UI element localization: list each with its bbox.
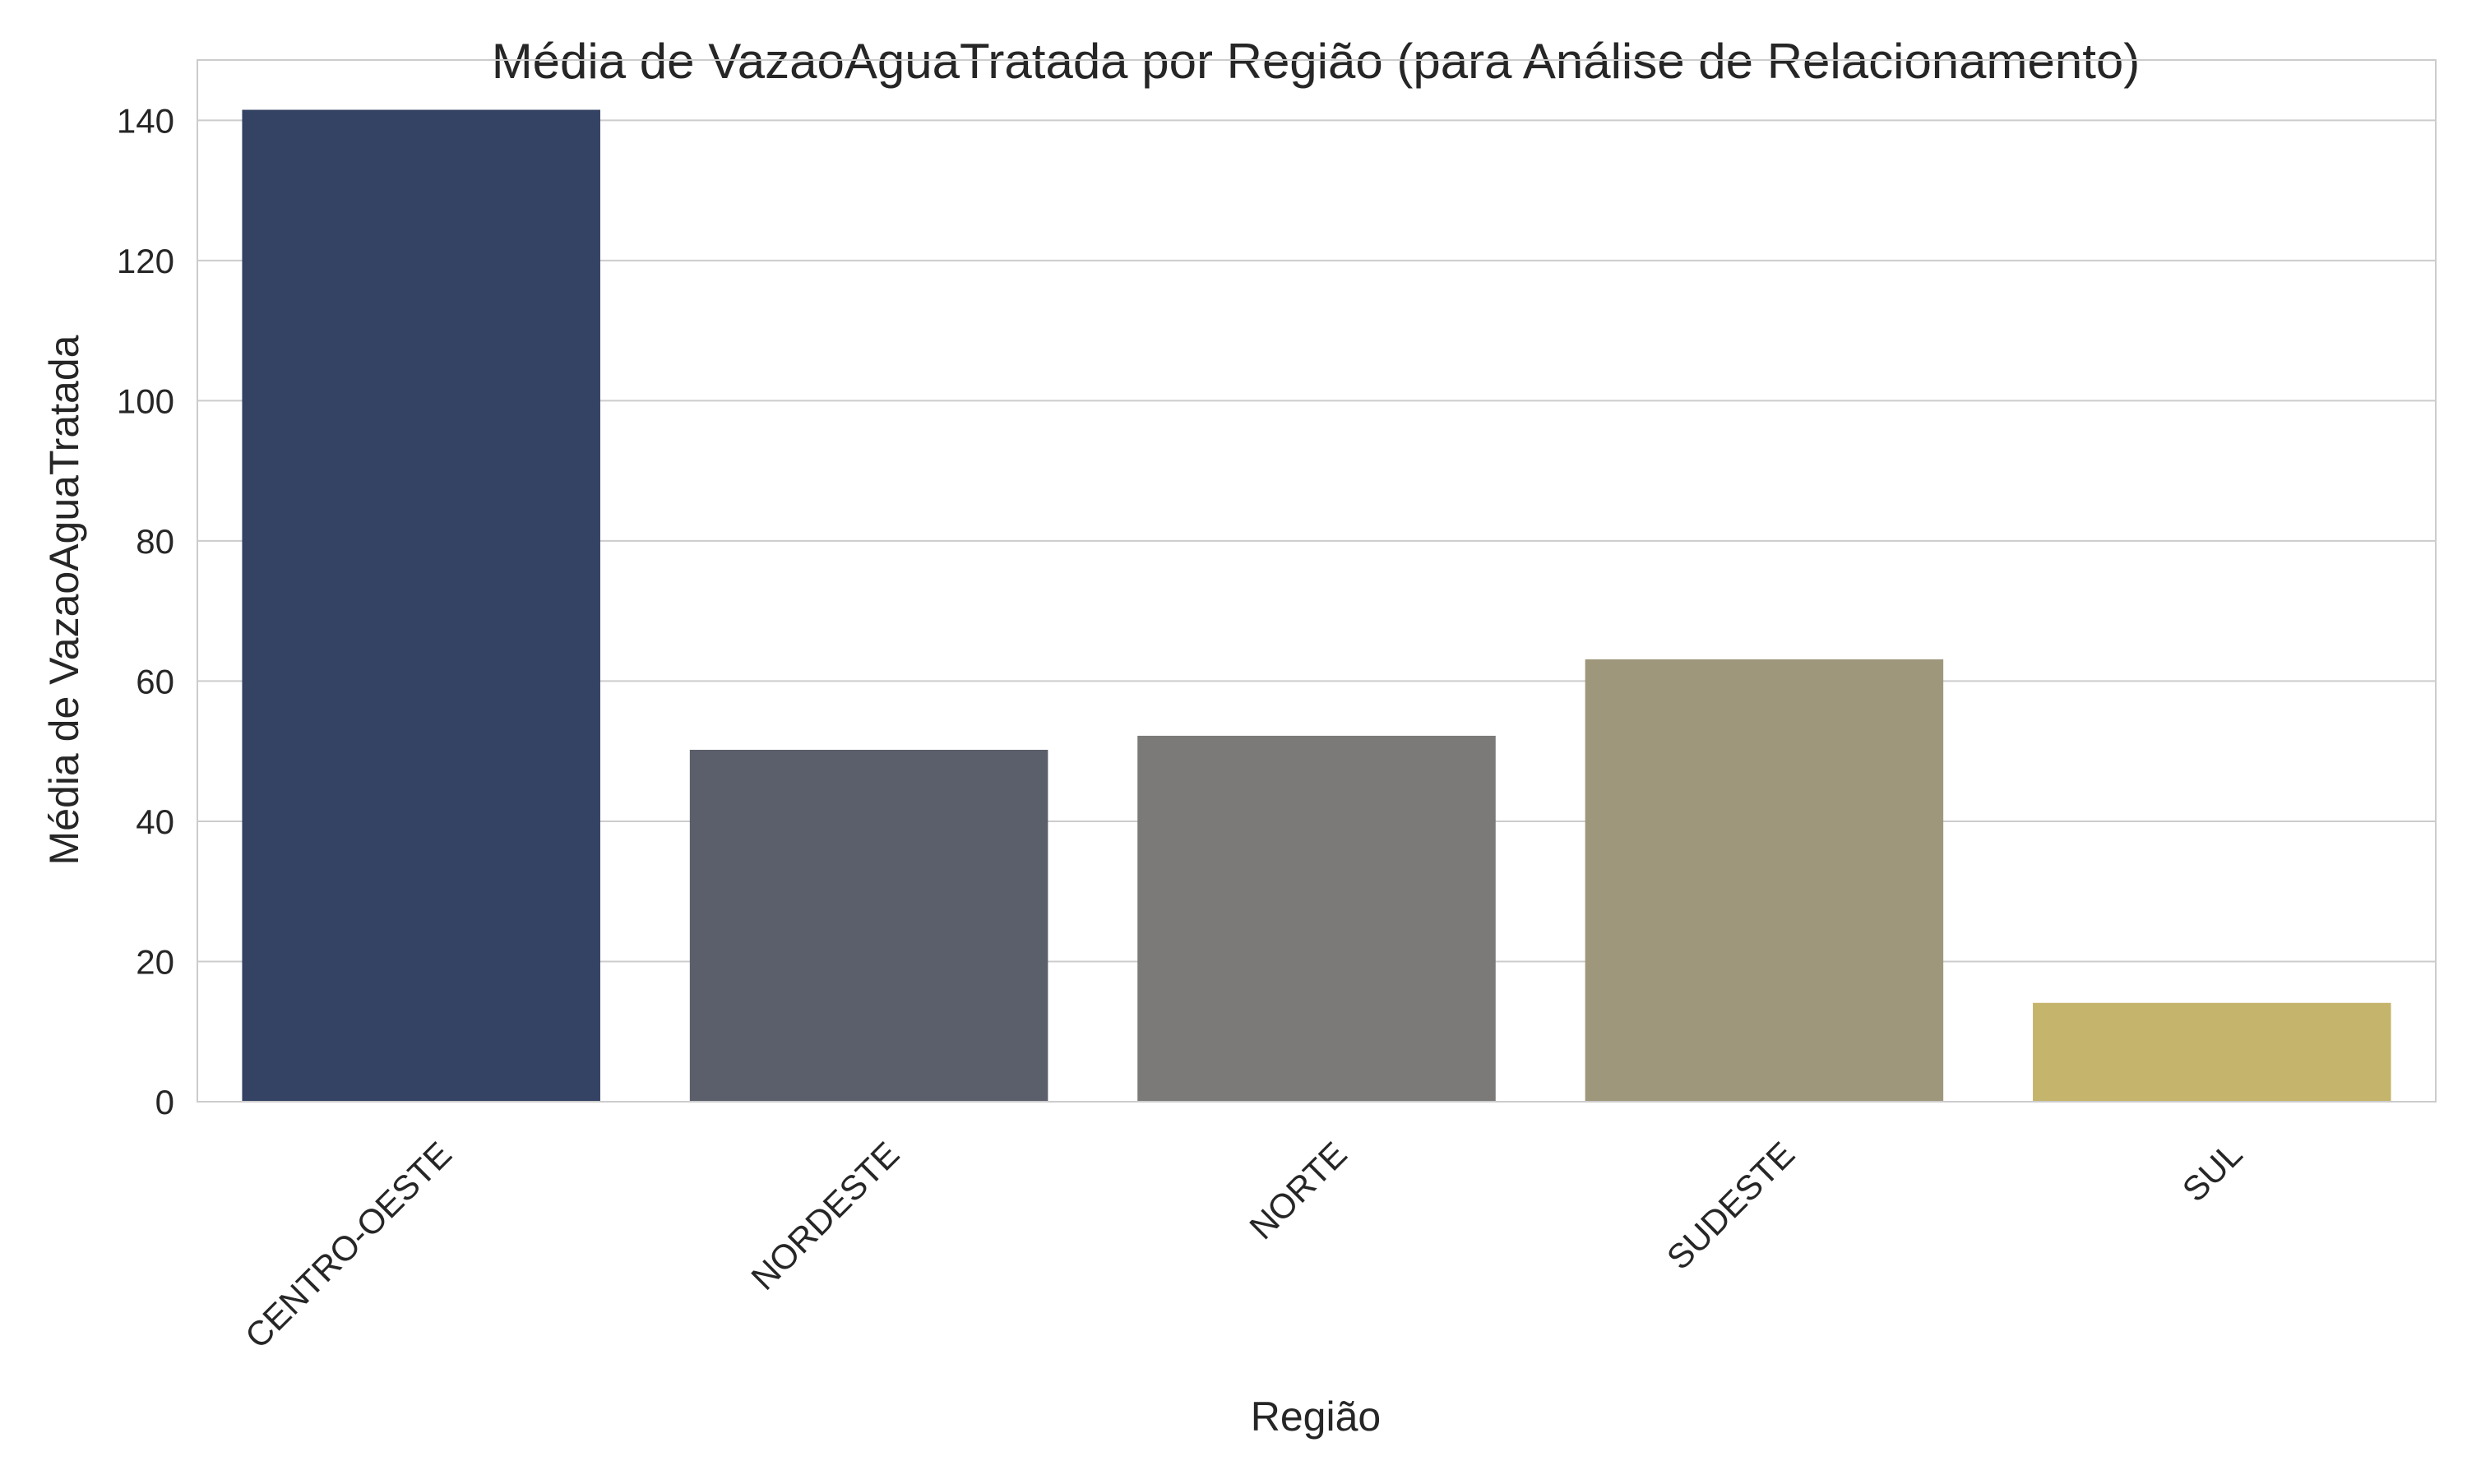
- y-tick-label: 40: [136, 802, 174, 841]
- y-tick-label: 100: [117, 381, 174, 420]
- bars: [242, 109, 2391, 1102]
- y-tick-labels: 0 20 40 60 80 100 120 140: [117, 101, 174, 1121]
- x-axis-label: Região: [1251, 1394, 1381, 1440]
- y-tick-label: 120: [117, 242, 174, 280]
- chart-title: Média de VazaoAguaTratada por Região (pa…: [492, 34, 2141, 89]
- y-tick-label: 20: [136, 942, 174, 981]
- y-tick-label: 0: [155, 1083, 174, 1121]
- y-tick-label: 140: [117, 101, 174, 140]
- y-tick-label: 60: [136, 662, 174, 700]
- y-tick-label: 80: [136, 522, 174, 561]
- bar-sudeste: [1585, 659, 1944, 1102]
- bar-centro-oeste: [242, 109, 600, 1102]
- plot-frame: [197, 59, 2437, 1103]
- bar-sul: [2033, 1002, 2391, 1102]
- bar-nordeste: [689, 749, 1048, 1102]
- bar-norte: [1137, 735, 1496, 1102]
- y-axis-label: Média de VazaoAguaTratada: [41, 335, 87, 865]
